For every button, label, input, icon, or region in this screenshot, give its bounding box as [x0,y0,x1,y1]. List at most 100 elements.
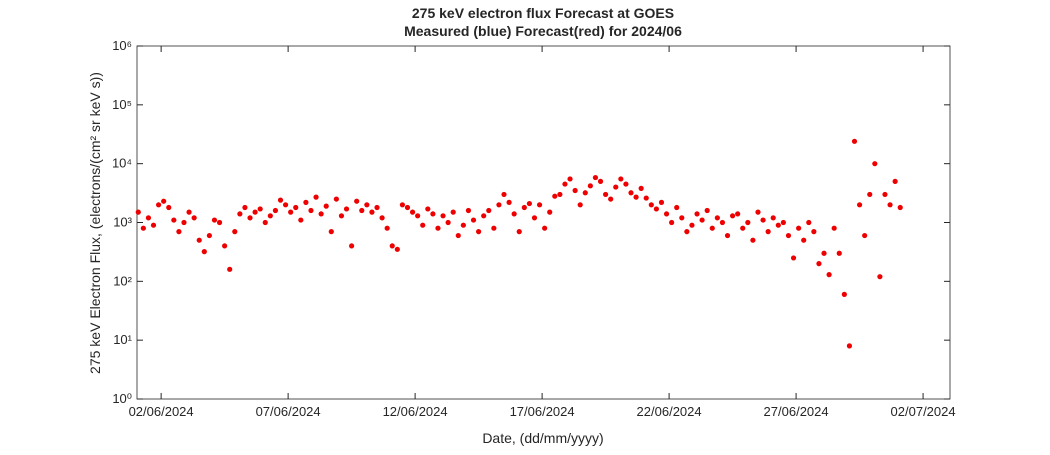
data-point [496,202,502,208]
x-tick-label: 22/06/2024 [637,404,702,419]
plot-area [136,45,951,400]
data-point [826,272,832,278]
data-point [577,202,583,208]
data-point [887,202,893,208]
data-point [755,209,761,215]
data-point [196,237,202,243]
data-point [445,219,451,226]
data-point [542,225,548,231]
data-point [460,222,466,228]
x-tick-label: 27/06/2024 [764,404,829,419]
data-point [770,215,776,221]
data-point [506,199,512,205]
data-point [384,225,390,231]
data-point [836,250,842,256]
data-point [658,199,665,205]
y-tick-label: 10¹ [113,332,132,347]
data-point [435,225,441,231]
data-point [628,190,634,196]
data-point [846,343,853,349]
data-point [282,202,289,208]
data-point [867,191,873,198]
y-tick-label: 10⁶ [112,38,132,53]
data-point [709,225,715,231]
data-point [557,191,563,198]
data-point [216,219,223,226]
data-point [882,191,888,198]
data-point [562,181,568,187]
data-point [856,202,863,208]
data-point [531,215,538,221]
data-point [369,209,375,215]
x-tick-label: 07/06/2024 [256,404,321,419]
data-point [618,176,624,182]
data-point [323,203,329,209]
data-point [806,219,812,226]
data-point [491,225,497,231]
data-point [389,243,395,249]
data-point [262,219,268,226]
data-point [760,217,766,223]
data-point [359,207,365,214]
data-point [308,207,314,214]
data-point [572,187,578,194]
data-point [404,204,411,211]
data-point [648,202,654,208]
data-point [501,191,507,198]
data-point [333,196,339,202]
data-point [155,202,162,208]
data-point [811,229,817,235]
data-point [420,222,426,228]
data-point [821,250,827,256]
data-point [430,211,436,217]
data-point [171,217,177,223]
x-tick-label: 12/06/2024 [383,404,448,419]
data-point [237,211,243,217]
data-point [206,232,212,239]
data-point [343,206,350,212]
data-point [379,215,385,221]
data-point [592,174,599,181]
data-point [729,213,736,219]
data-point [440,213,446,219]
y-axis-label: 275 keV Electron Flux, (electrons/(cm² s… [87,72,103,374]
data-point [745,219,751,226]
data-point [247,215,253,221]
data-point [796,225,802,231]
y-tick-label: 10⁵ [112,97,132,112]
data-point [780,219,786,226]
y-tick-label: 10³ [113,215,132,230]
data-point [597,178,604,184]
data-point [455,232,461,239]
data-point [689,222,695,228]
data-point [176,229,182,235]
data-point [470,217,477,223]
data-point [521,204,527,211]
data-point [399,202,406,208]
data-point [145,215,152,221]
data-point [653,206,659,212]
data-point [719,219,726,226]
data-point [135,209,141,215]
data-point [288,209,294,215]
data-point [724,232,731,239]
data-point [816,261,822,267]
data-point [785,232,792,239]
data-point [552,193,558,199]
data-point [298,217,304,223]
data-point [714,215,720,221]
data-point [897,204,903,211]
data-point [354,198,360,204]
data-point [277,197,284,203]
x-tick-label: 17/06/2024 [510,404,575,419]
data-point [608,196,614,202]
data-point [567,176,573,182]
data-point [465,207,472,214]
data-point [536,202,543,208]
data-point [841,291,847,297]
data-point [801,237,807,243]
data-point [293,204,299,211]
data-point [161,198,167,204]
data-point [486,207,492,214]
